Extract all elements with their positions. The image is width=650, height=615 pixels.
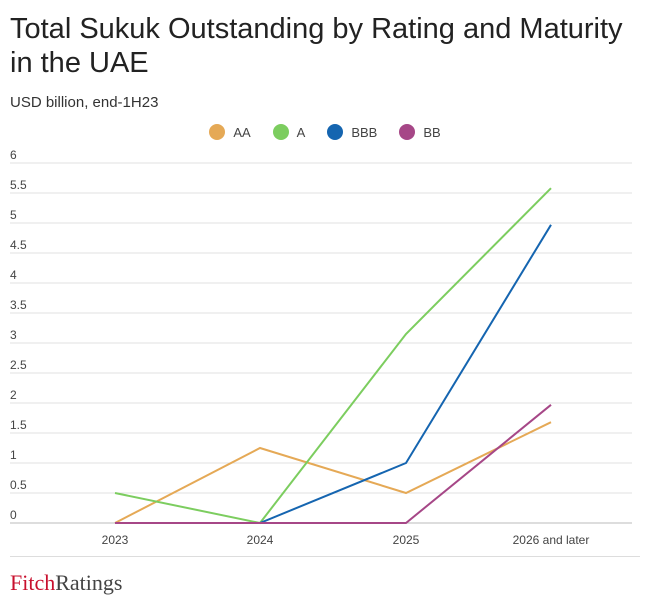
y-tick-label: 3.5 (10, 298, 27, 312)
y-tick-label: 2.5 (10, 358, 27, 372)
y-tick-label: 0 (10, 508, 17, 522)
chart-title: Total Sukuk Outstanding by Rating and Ma… (10, 13, 623, 79)
legend-item-bbb: BBB (327, 124, 377, 140)
legend-swatch (272, 124, 289, 140)
y-tick-label: 1.5 (10, 418, 27, 432)
chart-subtitle: USD billion, end-1H23 (10, 94, 159, 111)
legend-item-aa: AA (209, 124, 251, 140)
y-tick-label: 5.5 (10, 178, 27, 192)
legend-label: A (296, 124, 306, 140)
series-line-aa (114, 421, 552, 524)
legend-swatch (327, 124, 344, 140)
series-line-bb (115, 404, 552, 524)
legend-swatch (399, 124, 416, 140)
gridlines (10, 162, 632, 524)
y-tick-label: 0.5 (10, 478, 27, 492)
x-tick-label: 2025 (393, 533, 420, 547)
y-tick-label: 3 (10, 328, 17, 342)
legend-item-bb: BB (399, 124, 441, 140)
series-lines (114, 187, 552, 525)
series-line-bbb (115, 224, 552, 524)
fitch-ratings-logo: FitchRatings (10, 570, 122, 596)
logo-part-fitch: Fitch (10, 570, 56, 595)
y-axis-ticks: 0 0.5 1 1.5 2 2.5 3 3.5 4 4.5 5 5.5 6 (10, 148, 27, 522)
chart-legend: AA A BBB BB (0, 124, 650, 140)
y-tick-label: 1 (10, 448, 17, 462)
y-tick-label: 4.5 (10, 238, 27, 252)
x-tick-label: 2026 and later (513, 533, 590, 547)
y-tick-label: 6 (10, 148, 17, 162)
series-line-a (114, 187, 552, 525)
footer-divider (10, 556, 640, 557)
legend-swatch (209, 124, 226, 140)
y-tick-label: 5 (10, 208, 17, 222)
legend-label: AA (233, 124, 251, 140)
y-tick-label: 2 (10, 388, 17, 402)
logo-part-ratings: Ratings (55, 570, 123, 595)
x-tick-label: 2024 (247, 533, 274, 547)
y-tick-label: 4 (10, 268, 17, 282)
x-tick-label: 2023 (102, 533, 129, 547)
x-axis-ticks: 2023 2024 2025 2026 and later (102, 533, 590, 547)
legend-label: BBB (351, 124, 378, 140)
legend-label: BB (423, 124, 441, 140)
legend-item-a: A (272, 124, 306, 140)
